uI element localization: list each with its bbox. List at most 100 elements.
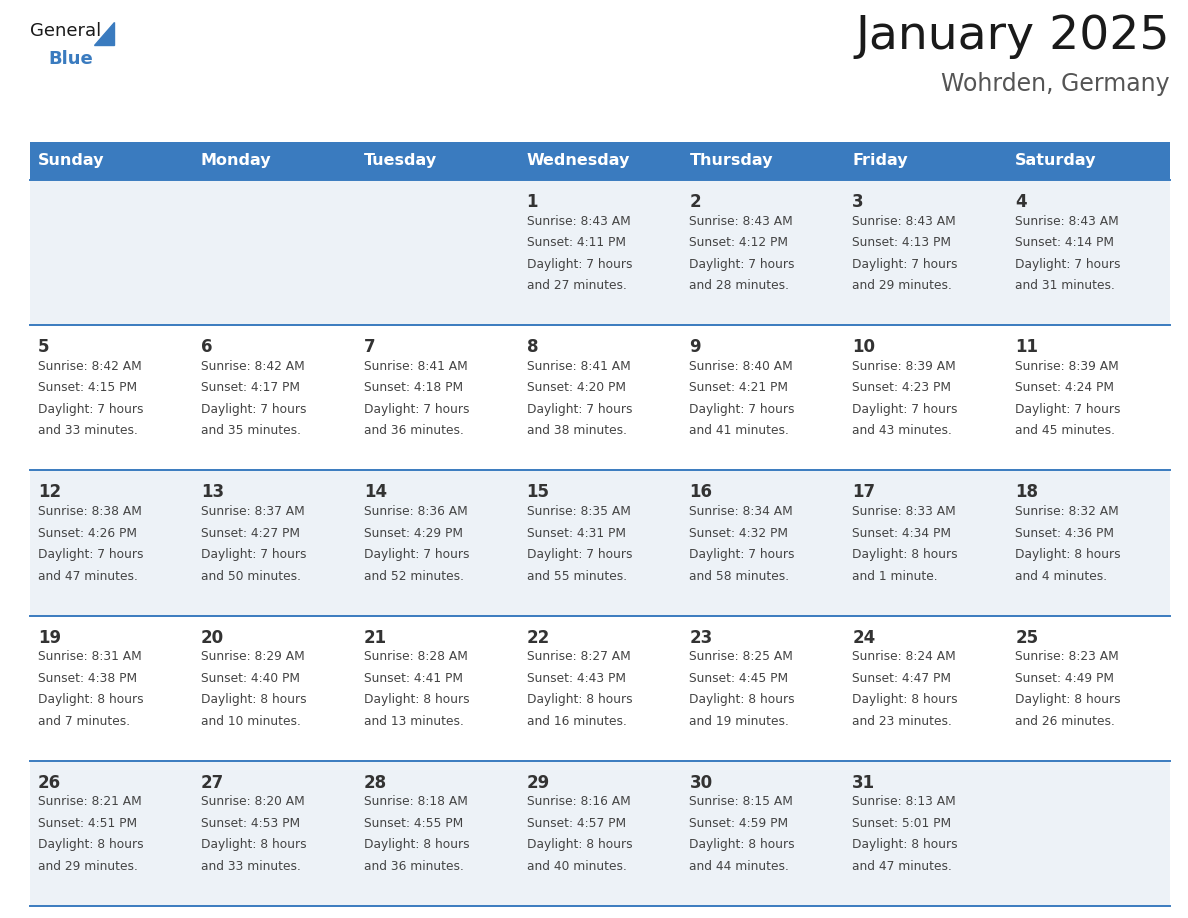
Text: Sunrise: 8:39 AM: Sunrise: 8:39 AM	[1015, 360, 1119, 373]
Bar	[30, 142, 192, 180]
Text: 11: 11	[1015, 338, 1038, 356]
Polygon shape	[94, 22, 114, 45]
Text: Daylight: 7 hours: Daylight: 7 hours	[38, 548, 144, 561]
Bar	[1007, 142, 1170, 180]
Text: 28: 28	[364, 774, 387, 792]
Text: 7: 7	[364, 338, 375, 356]
Text: and 36 minutes.: and 36 minutes.	[364, 860, 463, 873]
Bar	[30, 325, 1170, 470]
Text: Sunset: 4:20 PM: Sunset: 4:20 PM	[526, 381, 626, 395]
Text: Daylight: 8 hours: Daylight: 8 hours	[852, 548, 958, 561]
Text: Daylight: 7 hours: Daylight: 7 hours	[526, 258, 632, 271]
Text: and 23 minutes.: and 23 minutes.	[852, 715, 952, 728]
Text: 18: 18	[1015, 484, 1038, 501]
Text: 14: 14	[364, 484, 387, 501]
Text: and 47 minutes.: and 47 minutes.	[852, 860, 952, 873]
Text: Sunrise: 8:43 AM: Sunrise: 8:43 AM	[689, 215, 794, 228]
Text: Sunrise: 8:28 AM: Sunrise: 8:28 AM	[364, 650, 468, 664]
Text: Sunrise: 8:24 AM: Sunrise: 8:24 AM	[852, 650, 956, 664]
Bar	[30, 470, 1170, 616]
Text: Sunrise: 8:18 AM: Sunrise: 8:18 AM	[364, 796, 468, 809]
Bar	[355, 142, 519, 180]
Text: Daylight: 7 hours: Daylight: 7 hours	[201, 548, 307, 561]
Text: and 40 minutes.: and 40 minutes.	[526, 860, 626, 873]
Text: 24: 24	[852, 629, 876, 646]
Text: and 13 minutes.: and 13 minutes.	[364, 715, 463, 728]
Text: Sunset: 4:24 PM: Sunset: 4:24 PM	[1015, 381, 1114, 395]
Text: and 19 minutes.: and 19 minutes.	[689, 715, 789, 728]
Text: Sunrise: 8:20 AM: Sunrise: 8:20 AM	[201, 796, 304, 809]
Text: Daylight: 8 hours: Daylight: 8 hours	[1015, 548, 1120, 561]
Text: Daylight: 7 hours: Daylight: 7 hours	[852, 258, 958, 271]
Text: 26: 26	[38, 774, 61, 792]
Bar	[845, 142, 1007, 180]
Text: Sunrise: 8:38 AM: Sunrise: 8:38 AM	[38, 505, 141, 518]
Text: Thursday: Thursday	[689, 153, 773, 169]
Text: Sunset: 4:17 PM: Sunset: 4:17 PM	[201, 381, 299, 395]
Text: and 26 minutes.: and 26 minutes.	[1015, 715, 1116, 728]
Text: Sunset: 4:59 PM: Sunset: 4:59 PM	[689, 817, 789, 830]
Text: 6: 6	[201, 338, 213, 356]
Text: 15: 15	[526, 484, 550, 501]
Text: Sunday: Sunday	[38, 153, 105, 169]
Text: and 44 minutes.: and 44 minutes.	[689, 860, 789, 873]
Text: Sunset: 4:43 PM: Sunset: 4:43 PM	[526, 672, 626, 685]
Bar	[30, 761, 1170, 906]
Text: and 55 minutes.: and 55 minutes.	[526, 569, 627, 583]
Text: 9: 9	[689, 338, 701, 356]
Text: Wohrden, Germany: Wohrden, Germany	[941, 72, 1170, 96]
Text: Daylight: 7 hours: Daylight: 7 hours	[1015, 403, 1120, 416]
Text: General: General	[30, 22, 101, 40]
Text: Sunset: 4:41 PM: Sunset: 4:41 PM	[364, 672, 462, 685]
Text: 16: 16	[689, 484, 713, 501]
Text: Daylight: 7 hours: Daylight: 7 hours	[526, 548, 632, 561]
Text: 10: 10	[852, 338, 876, 356]
Text: and 27 minutes.: and 27 minutes.	[526, 279, 626, 292]
Text: Daylight: 8 hours: Daylight: 8 hours	[364, 838, 469, 852]
Text: 2: 2	[689, 193, 701, 211]
Text: and 29 minutes.: and 29 minutes.	[38, 860, 138, 873]
Text: Friday: Friday	[853, 153, 908, 169]
Text: and 47 minutes.: and 47 minutes.	[38, 569, 138, 583]
Text: Sunrise: 8:39 AM: Sunrise: 8:39 AM	[852, 360, 956, 373]
Bar	[682, 142, 845, 180]
Text: Sunset: 4:29 PM: Sunset: 4:29 PM	[364, 527, 462, 540]
Bar	[519, 142, 682, 180]
Text: and 28 minutes.: and 28 minutes.	[689, 279, 790, 292]
Bar	[30, 616, 1170, 761]
Text: Daylight: 7 hours: Daylight: 7 hours	[364, 403, 469, 416]
Text: Daylight: 7 hours: Daylight: 7 hours	[364, 548, 469, 561]
Text: Sunset: 4:14 PM: Sunset: 4:14 PM	[1015, 236, 1114, 249]
Text: Daylight: 7 hours: Daylight: 7 hours	[526, 403, 632, 416]
Text: 1: 1	[526, 193, 538, 211]
Text: Saturday: Saturday	[1016, 153, 1097, 169]
Text: and 38 minutes.: and 38 minutes.	[526, 424, 626, 437]
Bar	[192, 142, 355, 180]
Text: Daylight: 8 hours: Daylight: 8 hours	[526, 693, 632, 706]
Text: Daylight: 7 hours: Daylight: 7 hours	[1015, 258, 1120, 271]
Text: Sunrise: 8:43 AM: Sunrise: 8:43 AM	[1015, 215, 1119, 228]
Text: 17: 17	[852, 484, 876, 501]
Text: Sunset: 4:53 PM: Sunset: 4:53 PM	[201, 817, 301, 830]
Text: Daylight: 8 hours: Daylight: 8 hours	[364, 693, 469, 706]
Text: Tuesday: Tuesday	[364, 153, 437, 169]
Text: Daylight: 8 hours: Daylight: 8 hours	[852, 838, 958, 852]
Text: Sunset: 4:18 PM: Sunset: 4:18 PM	[364, 381, 463, 395]
Text: Daylight: 8 hours: Daylight: 8 hours	[689, 838, 795, 852]
Text: and 33 minutes.: and 33 minutes.	[38, 424, 138, 437]
Text: Sunrise: 8:42 AM: Sunrise: 8:42 AM	[38, 360, 141, 373]
Text: and 50 minutes.: and 50 minutes.	[201, 569, 301, 583]
Bar	[30, 180, 1170, 325]
Text: Sunset: 4:34 PM: Sunset: 4:34 PM	[852, 527, 952, 540]
Text: Sunrise: 8:37 AM: Sunrise: 8:37 AM	[201, 505, 304, 518]
Text: Sunset: 4:26 PM: Sunset: 4:26 PM	[38, 527, 137, 540]
Text: Sunset: 4:40 PM: Sunset: 4:40 PM	[201, 672, 299, 685]
Text: 27: 27	[201, 774, 225, 792]
Text: and 45 minutes.: and 45 minutes.	[1015, 424, 1116, 437]
Text: Sunset: 4:13 PM: Sunset: 4:13 PM	[852, 236, 952, 249]
Text: and 43 minutes.: and 43 minutes.	[852, 424, 952, 437]
Text: Sunset: 4:51 PM: Sunset: 4:51 PM	[38, 817, 137, 830]
Text: Daylight: 8 hours: Daylight: 8 hours	[852, 693, 958, 706]
Text: Sunset: 4:32 PM: Sunset: 4:32 PM	[689, 527, 789, 540]
Text: Sunrise: 8:41 AM: Sunrise: 8:41 AM	[526, 360, 631, 373]
